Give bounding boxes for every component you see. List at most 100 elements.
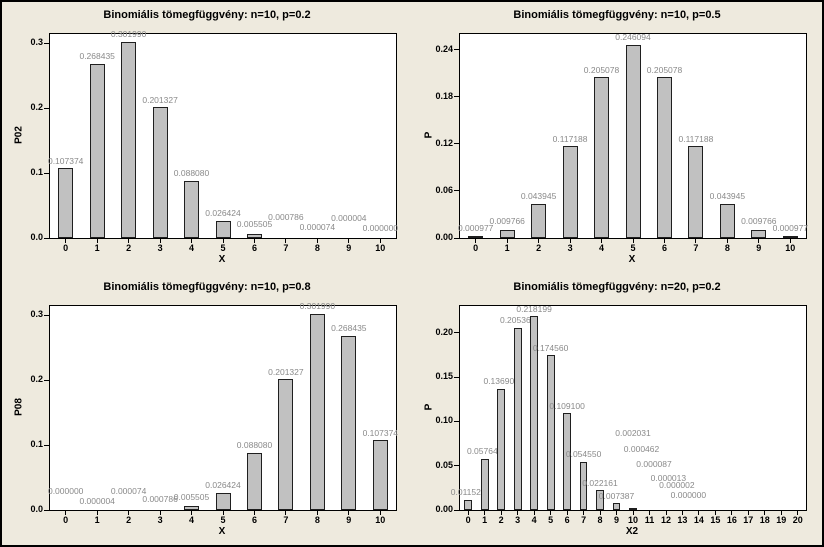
x-tick-mark	[96, 510, 98, 515]
bar	[497, 389, 506, 510]
x-axis-label: X	[218, 254, 226, 265]
y-tick-mark	[454, 465, 459, 467]
x-tick-mark	[599, 510, 601, 515]
y-tick-mark	[44, 42, 49, 44]
x-tick-label: 8	[724, 243, 730, 253]
bar-value-label: 0.000074	[110, 485, 147, 496]
bar	[184, 181, 200, 238]
x-tick-mark	[797, 510, 799, 515]
chart-panel-n20-p02: Binomiális tömegfüggvény: n=20, p=0.2 P …	[412, 274, 822, 545]
bar	[688, 146, 704, 238]
bar	[184, 506, 200, 510]
x-tick-label: 3	[157, 515, 163, 525]
y-tick-mark	[44, 107, 49, 109]
y-tick-mark	[44, 237, 49, 239]
x-tick-label: 7	[283, 515, 289, 525]
x-tick-mark	[583, 510, 585, 515]
bar-value-label: 0.000004	[331, 212, 367, 223]
bar	[58, 168, 74, 238]
bar-value-label: 0.268435	[79, 51, 115, 62]
x-tick-label: 4	[598, 243, 604, 253]
y-tick-label: 0.0	[30, 504, 43, 514]
y-tick-label: 0.00	[435, 232, 453, 242]
bar-value-label: 0.000977	[772, 222, 809, 233]
x-tick-mark	[664, 238, 665, 243]
x-tick-mark	[698, 510, 700, 515]
bar	[612, 503, 621, 510]
bar	[563, 413, 571, 510]
x-tick-mark	[569, 238, 571, 243]
bar-value-label: 0.000462	[623, 443, 660, 454]
x-tick-label: 6	[564, 515, 570, 525]
x-tick-mark	[65, 510, 67, 515]
x-tick-mark	[348, 510, 350, 515]
x-tick-label: 19	[776, 515, 787, 525]
x-tick-mark	[500, 510, 502, 515]
bar	[468, 236, 484, 238]
y-axis-label: P08	[13, 398, 25, 416]
bar	[625, 45, 641, 238]
x-tick-label: 15	[710, 515, 721, 525]
bar-value-label: 0.000000	[670, 489, 707, 500]
bar-value-label: 0.205078	[646, 64, 683, 75]
bar-value-label: 0.000013	[650, 472, 687, 483]
y-tick-label: 0.3	[30, 37, 43, 48]
y-tick-mark	[44, 444, 49, 446]
y-tick-mark	[44, 172, 49, 174]
bar-value-label: 0.007387	[598, 490, 635, 501]
x-tick-mark	[747, 510, 749, 515]
x-tick-mark	[566, 510, 568, 515]
x-tick-label: 0	[465, 515, 471, 525]
bar-value-label: 0.201327	[268, 366, 304, 377]
bar	[246, 453, 262, 510]
y-tick-mark	[454, 190, 459, 192]
bar-value-label: 0.000000	[47, 485, 84, 496]
y-axis-label: P	[423, 403, 435, 411]
y-tick-mark	[454, 96, 459, 98]
bar	[629, 508, 637, 510]
x-tick-label: 10	[785, 243, 796, 253]
bar-value-label: 0.201327	[142, 94, 178, 105]
plot-area: 0 0.011529 1 0.057646 2 0.136909 3 0.205364 4 0.2…	[435, 305, 807, 525]
bar	[246, 234, 262, 238]
x-tick-mark	[632, 510, 634, 515]
bar-value-label: 0.000004	[79, 495, 115, 506]
bar-value-label: 0.026424	[205, 208, 241, 219]
y-tick-mark	[454, 509, 459, 511]
x-tick-mark	[467, 510, 469, 515]
bar	[464, 500, 473, 510]
x-tick-mark	[484, 510, 486, 515]
x-tick-label: 6	[251, 243, 257, 253]
bar-value-label: 0.009766	[489, 215, 525, 226]
bar-value-label: 0.107374	[47, 155, 84, 166]
bar-value-label: 0.054550	[565, 449, 602, 460]
x-tick-mark	[550, 510, 552, 515]
bar	[562, 146, 578, 238]
bar-value-label: 0.107374	[362, 427, 399, 438]
x-tick-label: 9	[756, 243, 762, 253]
x-tick-label: 8	[314, 243, 320, 253]
x-tick-mark	[254, 238, 255, 243]
x-tick-label: 6	[661, 243, 667, 253]
x-tick-mark	[285, 510, 287, 515]
x-tick-mark	[285, 238, 287, 243]
x-tick-label: 5	[220, 243, 226, 253]
x-tick-mark	[316, 238, 318, 243]
x-tick-label: 9	[346, 243, 352, 253]
y-tick-label: 0.24	[435, 43, 453, 54]
x-tick-label: 4	[188, 243, 194, 253]
x-tick-label: 1	[94, 515, 100, 525]
x-tick-label: 0	[63, 515, 69, 525]
x-tick-mark	[726, 238, 728, 243]
x-tick-label: 1	[94, 243, 100, 253]
x-tick-label: 11	[644, 515, 655, 525]
x-tick-label: 2	[126, 515, 132, 525]
x-tick-mark	[695, 238, 697, 243]
x-tick-mark	[475, 238, 477, 243]
bar-value-label: 0.000002	[659, 479, 695, 490]
y-axis-label: P02	[13, 126, 25, 144]
x-tick-label: 4	[188, 515, 194, 525]
y-tick-mark	[454, 237, 459, 239]
y-tick-label: 0.10	[435, 415, 453, 426]
x-tick-mark	[379, 510, 381, 515]
